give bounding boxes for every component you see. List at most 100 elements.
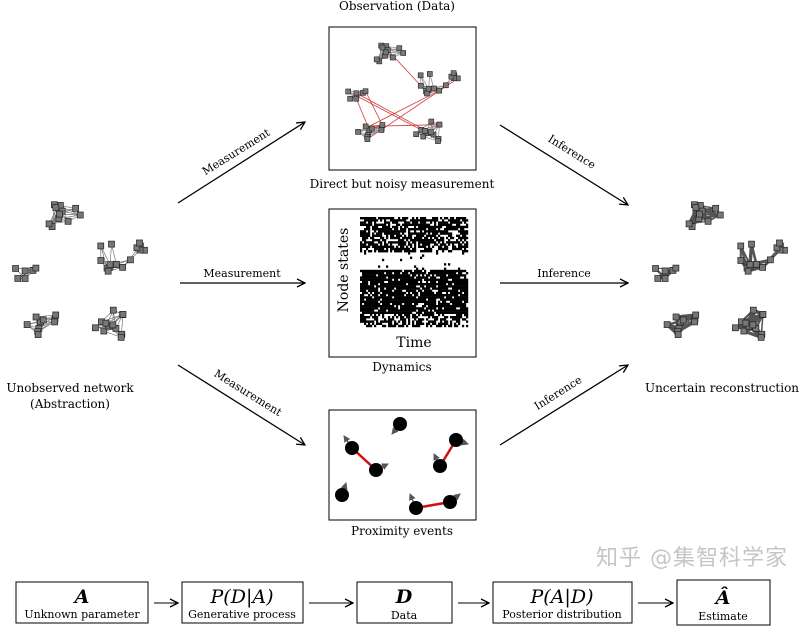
state-cell	[460, 316, 463, 319]
state-cell	[368, 316, 371, 319]
state-cell	[458, 296, 461, 299]
state-cell	[434, 219, 437, 222]
state-cell	[444, 278, 447, 281]
state-cell	[400, 278, 403, 281]
state-cell	[364, 311, 367, 314]
state-cell	[412, 221, 415, 224]
state-cell	[392, 232, 395, 235]
state-cell	[448, 223, 451, 226]
state-cell	[362, 269, 365, 273]
state-cell	[412, 316, 415, 319]
state-cell	[436, 309, 439, 312]
state-cell	[386, 311, 389, 314]
state-cell	[368, 276, 371, 279]
network-node	[663, 321, 671, 328]
state-cell	[374, 221, 377, 224]
state-cell	[374, 272, 377, 275]
state-cell	[394, 236, 397, 240]
state-cell	[416, 219, 419, 222]
state-cell	[390, 219, 393, 222]
state-cell	[448, 324, 451, 328]
state-cell	[404, 230, 407, 233]
state-cell	[456, 225, 459, 229]
state-cell	[454, 305, 457, 308]
state-cell	[460, 300, 463, 303]
state-cell	[460, 274, 463, 277]
state-cell	[444, 311, 447, 314]
network-node	[108, 240, 115, 248]
state-cell	[390, 274, 393, 277]
state-cell	[450, 269, 453, 273]
state-cell	[420, 291, 423, 295]
state-cell	[376, 291, 379, 295]
state-cell	[382, 285, 385, 288]
state-cell	[458, 322, 461, 325]
state-cell	[462, 298, 465, 301]
state-cell	[388, 269, 391, 273]
state-cell	[412, 280, 415, 284]
state-cell	[432, 283, 435, 286]
state-cell	[450, 280, 453, 284]
state-cell	[404, 221, 407, 224]
state-cell	[448, 239, 451, 242]
state-cell	[372, 274, 375, 277]
state-cell	[406, 285, 409, 288]
state-cell	[372, 276, 375, 279]
state-cell	[380, 294, 383, 297]
state-cell	[410, 280, 413, 284]
state-cell	[450, 228, 453, 231]
state-cell	[442, 287, 445, 290]
state-cell	[364, 296, 367, 299]
state-cell	[426, 322, 429, 325]
state-cell	[404, 302, 407, 306]
state-cell	[406, 287, 409, 290]
right-caption: Uncertain reconstruction	[645, 381, 799, 395]
state-cell	[370, 291, 373, 295]
state-cell	[454, 247, 457, 251]
state-cell	[466, 250, 469, 253]
state-cell	[396, 236, 399, 240]
state-cell	[362, 305, 365, 308]
state-cell	[370, 305, 373, 308]
state-cell	[446, 280, 449, 284]
state-cell	[422, 294, 425, 297]
pipeline-label-5: Estimate	[698, 610, 748, 623]
state-cell	[452, 311, 455, 314]
state-cell	[432, 298, 435, 301]
state-cell	[374, 313, 377, 317]
state-cell	[406, 280, 409, 284]
state-cell	[368, 296, 371, 299]
state-cell	[376, 320, 379, 323]
state-cell	[392, 221, 395, 224]
state-cell	[360, 300, 363, 303]
state-cell	[382, 287, 385, 290]
state-cell	[444, 223, 447, 226]
state-cell	[366, 219, 369, 222]
state-cell	[446, 302, 449, 306]
state-cell	[428, 291, 431, 295]
state-cell	[386, 291, 389, 295]
particle	[443, 495, 457, 509]
state-cell	[406, 245, 409, 248]
state-cell	[388, 280, 391, 284]
state-cell	[408, 223, 411, 226]
network-node	[21, 267, 29, 275]
state-cell	[428, 223, 431, 226]
state-cell	[454, 311, 457, 314]
state-cell	[378, 296, 381, 299]
state-cell	[444, 322, 447, 325]
state-cell	[414, 223, 417, 226]
state-cell	[432, 274, 435, 277]
state-cell	[390, 272, 393, 275]
state-cell	[418, 322, 421, 325]
state-cell	[410, 243, 413, 246]
state-cell	[466, 278, 469, 281]
state-cell	[372, 278, 375, 281]
state-cell	[454, 219, 457, 222]
state-cell	[366, 287, 369, 290]
state-cell	[396, 234, 399, 237]
state-cell	[398, 291, 401, 295]
state-cell	[404, 223, 407, 226]
state-cell	[452, 280, 455, 284]
